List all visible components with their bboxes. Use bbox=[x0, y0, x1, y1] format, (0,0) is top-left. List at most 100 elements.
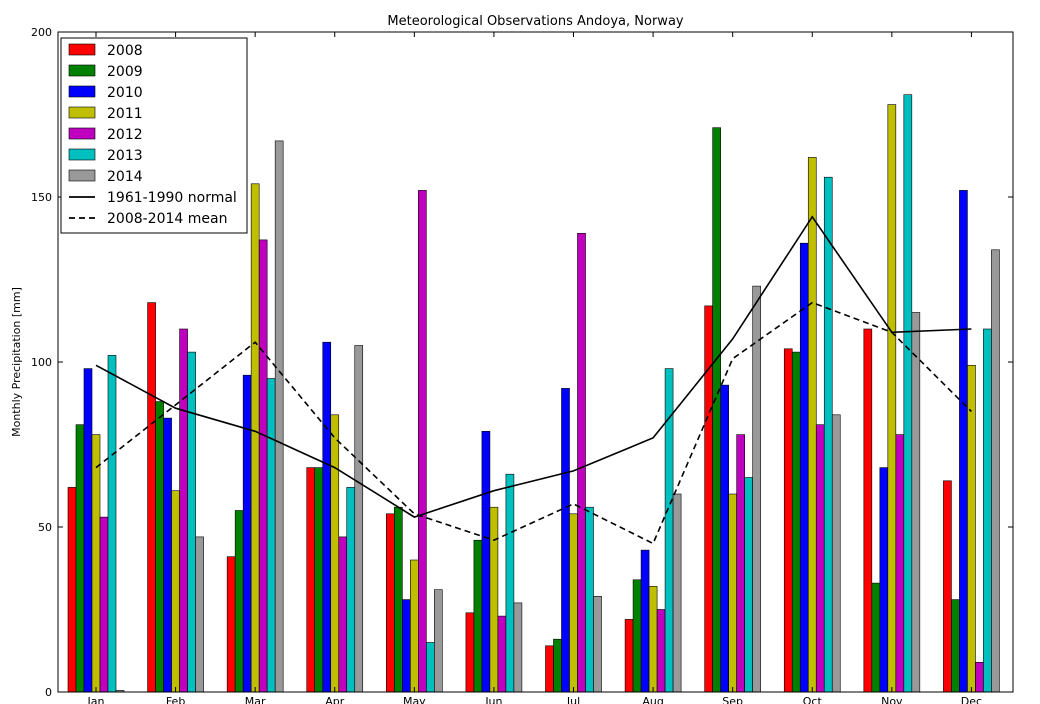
bar-2010-jun bbox=[481, 430, 491, 693]
bar-2012-nov bbox=[895, 434, 905, 693]
bar-2008-jun bbox=[465, 612, 475, 693]
bar-2009-nov bbox=[871, 582, 881, 693]
bar-2010-jan bbox=[83, 368, 93, 693]
bar-2010-may bbox=[402, 599, 411, 693]
bar-2014-sep bbox=[752, 285, 761, 693]
bar-2012-sep bbox=[736, 434, 745, 693]
bar-2008-nov bbox=[863, 328, 873, 693]
bar-2010-mar bbox=[242, 374, 252, 693]
bar-2009-oct bbox=[791, 351, 801, 693]
legend-label-2009: 2009 bbox=[107, 64, 143, 80]
y-tick-label: 50 bbox=[38, 521, 52, 534]
bar-2013-jun bbox=[505, 473, 515, 693]
bar-2010-dec bbox=[959, 190, 968, 693]
bar-2008-mar bbox=[226, 556, 236, 693]
x-tick-label-dec: Dec bbox=[961, 695, 982, 704]
x-tick-label-nov: Nov bbox=[881, 695, 903, 704]
mean-line bbox=[95, 301, 972, 545]
y-tick-label: 0 bbox=[45, 686, 52, 699]
bar-2011-apr bbox=[330, 414, 340, 693]
bar-2012-jan bbox=[99, 516, 109, 693]
bar-2009-jun bbox=[473, 539, 483, 693]
bar-2014-dec bbox=[991, 249, 1000, 693]
bar-2009-apr bbox=[314, 467, 324, 693]
bar-2014-may bbox=[434, 589, 443, 693]
chart-title: Meteorological Observations Andoya, Norw… bbox=[387, 14, 684, 29]
legend-label-2012: 2012 bbox=[107, 127, 143, 143]
bar-2009-jul bbox=[553, 638, 562, 693]
legend-label-2010: 2010 bbox=[107, 85, 143, 101]
bar-2010-apr bbox=[322, 341, 332, 693]
x-tick-label-may: May bbox=[403, 695, 426, 704]
bar-2013-dec bbox=[983, 328, 992, 693]
bar-2011-mar bbox=[250, 183, 260, 693]
bar-2009-sep bbox=[712, 127, 721, 693]
bar-2009-jan bbox=[75, 424, 85, 693]
bar-2013-may bbox=[426, 642, 435, 693]
bar-2008-feb bbox=[147, 302, 156, 693]
bar-2014-apr bbox=[354, 345, 364, 693]
bar-2011-jul bbox=[569, 513, 578, 693]
bar-2014-jul bbox=[593, 595, 602, 693]
legend-label-2013: 2013 bbox=[107, 148, 143, 164]
bar-2011-dec bbox=[967, 364, 976, 693]
bar-2012-may bbox=[418, 190, 427, 693]
bar-2008-oct bbox=[783, 348, 793, 693]
bar-2013-nov bbox=[903, 94, 913, 693]
bar-2013-mar bbox=[266, 378, 276, 693]
bar-2009-aug bbox=[632, 579, 642, 693]
bar-2013-sep bbox=[744, 477, 753, 693]
legend-swatch-2012 bbox=[68, 127, 96, 140]
bar-2014-jun bbox=[513, 602, 523, 693]
legend-swatch-2010 bbox=[68, 85, 96, 98]
x-tick-label-apr: Apr bbox=[325, 695, 345, 704]
legend-label-mean: 2008-2014 mean bbox=[107, 211, 227, 227]
bar-2011-nov bbox=[887, 104, 897, 693]
bar-2011-jun bbox=[489, 506, 499, 693]
bar-2008-jan bbox=[67, 487, 77, 693]
bar-2013-apr bbox=[346, 487, 356, 693]
bar-2012-jun bbox=[497, 615, 507, 693]
legend-label-2011: 2011 bbox=[107, 106, 143, 122]
bar-2011-aug bbox=[648, 586, 658, 693]
bar-2012-aug bbox=[656, 609, 666, 693]
bar-2011-sep bbox=[728, 493, 737, 693]
x-tick-label-jul: Jul bbox=[566, 695, 580, 704]
x-tick-label-jan: Jan bbox=[87, 695, 105, 704]
bar-2011-may bbox=[410, 559, 419, 693]
y-tick-label: 150 bbox=[31, 191, 52, 204]
bar-2011-jan bbox=[91, 434, 101, 693]
y-axis-label: Monthly Precipitation [mm] bbox=[10, 287, 23, 437]
bar-2009-feb bbox=[155, 401, 164, 693]
bar-2008-may bbox=[386, 513, 395, 693]
legend-label-2008: 2008 bbox=[107, 43, 143, 59]
x-tick-label-oct: Oct bbox=[803, 695, 823, 704]
bar-2013-jul bbox=[585, 506, 594, 693]
x-tick-label-aug: Aug bbox=[642, 695, 663, 704]
y-tick-label: 200 bbox=[31, 26, 52, 39]
bar-2010-aug bbox=[640, 549, 650, 693]
bar-2009-dec bbox=[951, 599, 960, 693]
bar-2012-feb bbox=[179, 328, 188, 693]
bar-2010-jul bbox=[561, 388, 570, 693]
bar-2012-jul bbox=[577, 233, 586, 693]
legend-swatch-2008 bbox=[68, 43, 96, 56]
x-tick-label-feb: Feb bbox=[166, 695, 185, 704]
normal-line bbox=[95, 215, 972, 518]
bar-2008-sep bbox=[704, 305, 713, 693]
bar-2008-dec bbox=[943, 480, 952, 693]
bar-2014-nov bbox=[911, 312, 921, 693]
bar-2014-feb bbox=[195, 536, 204, 693]
bar-2012-oct bbox=[815, 424, 825, 693]
bar-2012-mar bbox=[258, 239, 268, 693]
bar-2011-oct bbox=[807, 157, 817, 693]
bar-2013-jan bbox=[107, 355, 117, 693]
x-tick-label-jun: Jun bbox=[484, 695, 502, 704]
y-tick-label: 100 bbox=[31, 356, 52, 369]
bar-2009-may bbox=[394, 506, 403, 693]
legend-swatch-2009 bbox=[68, 64, 96, 77]
bar-2014-oct bbox=[831, 414, 841, 693]
bar-2013-oct bbox=[823, 176, 833, 693]
